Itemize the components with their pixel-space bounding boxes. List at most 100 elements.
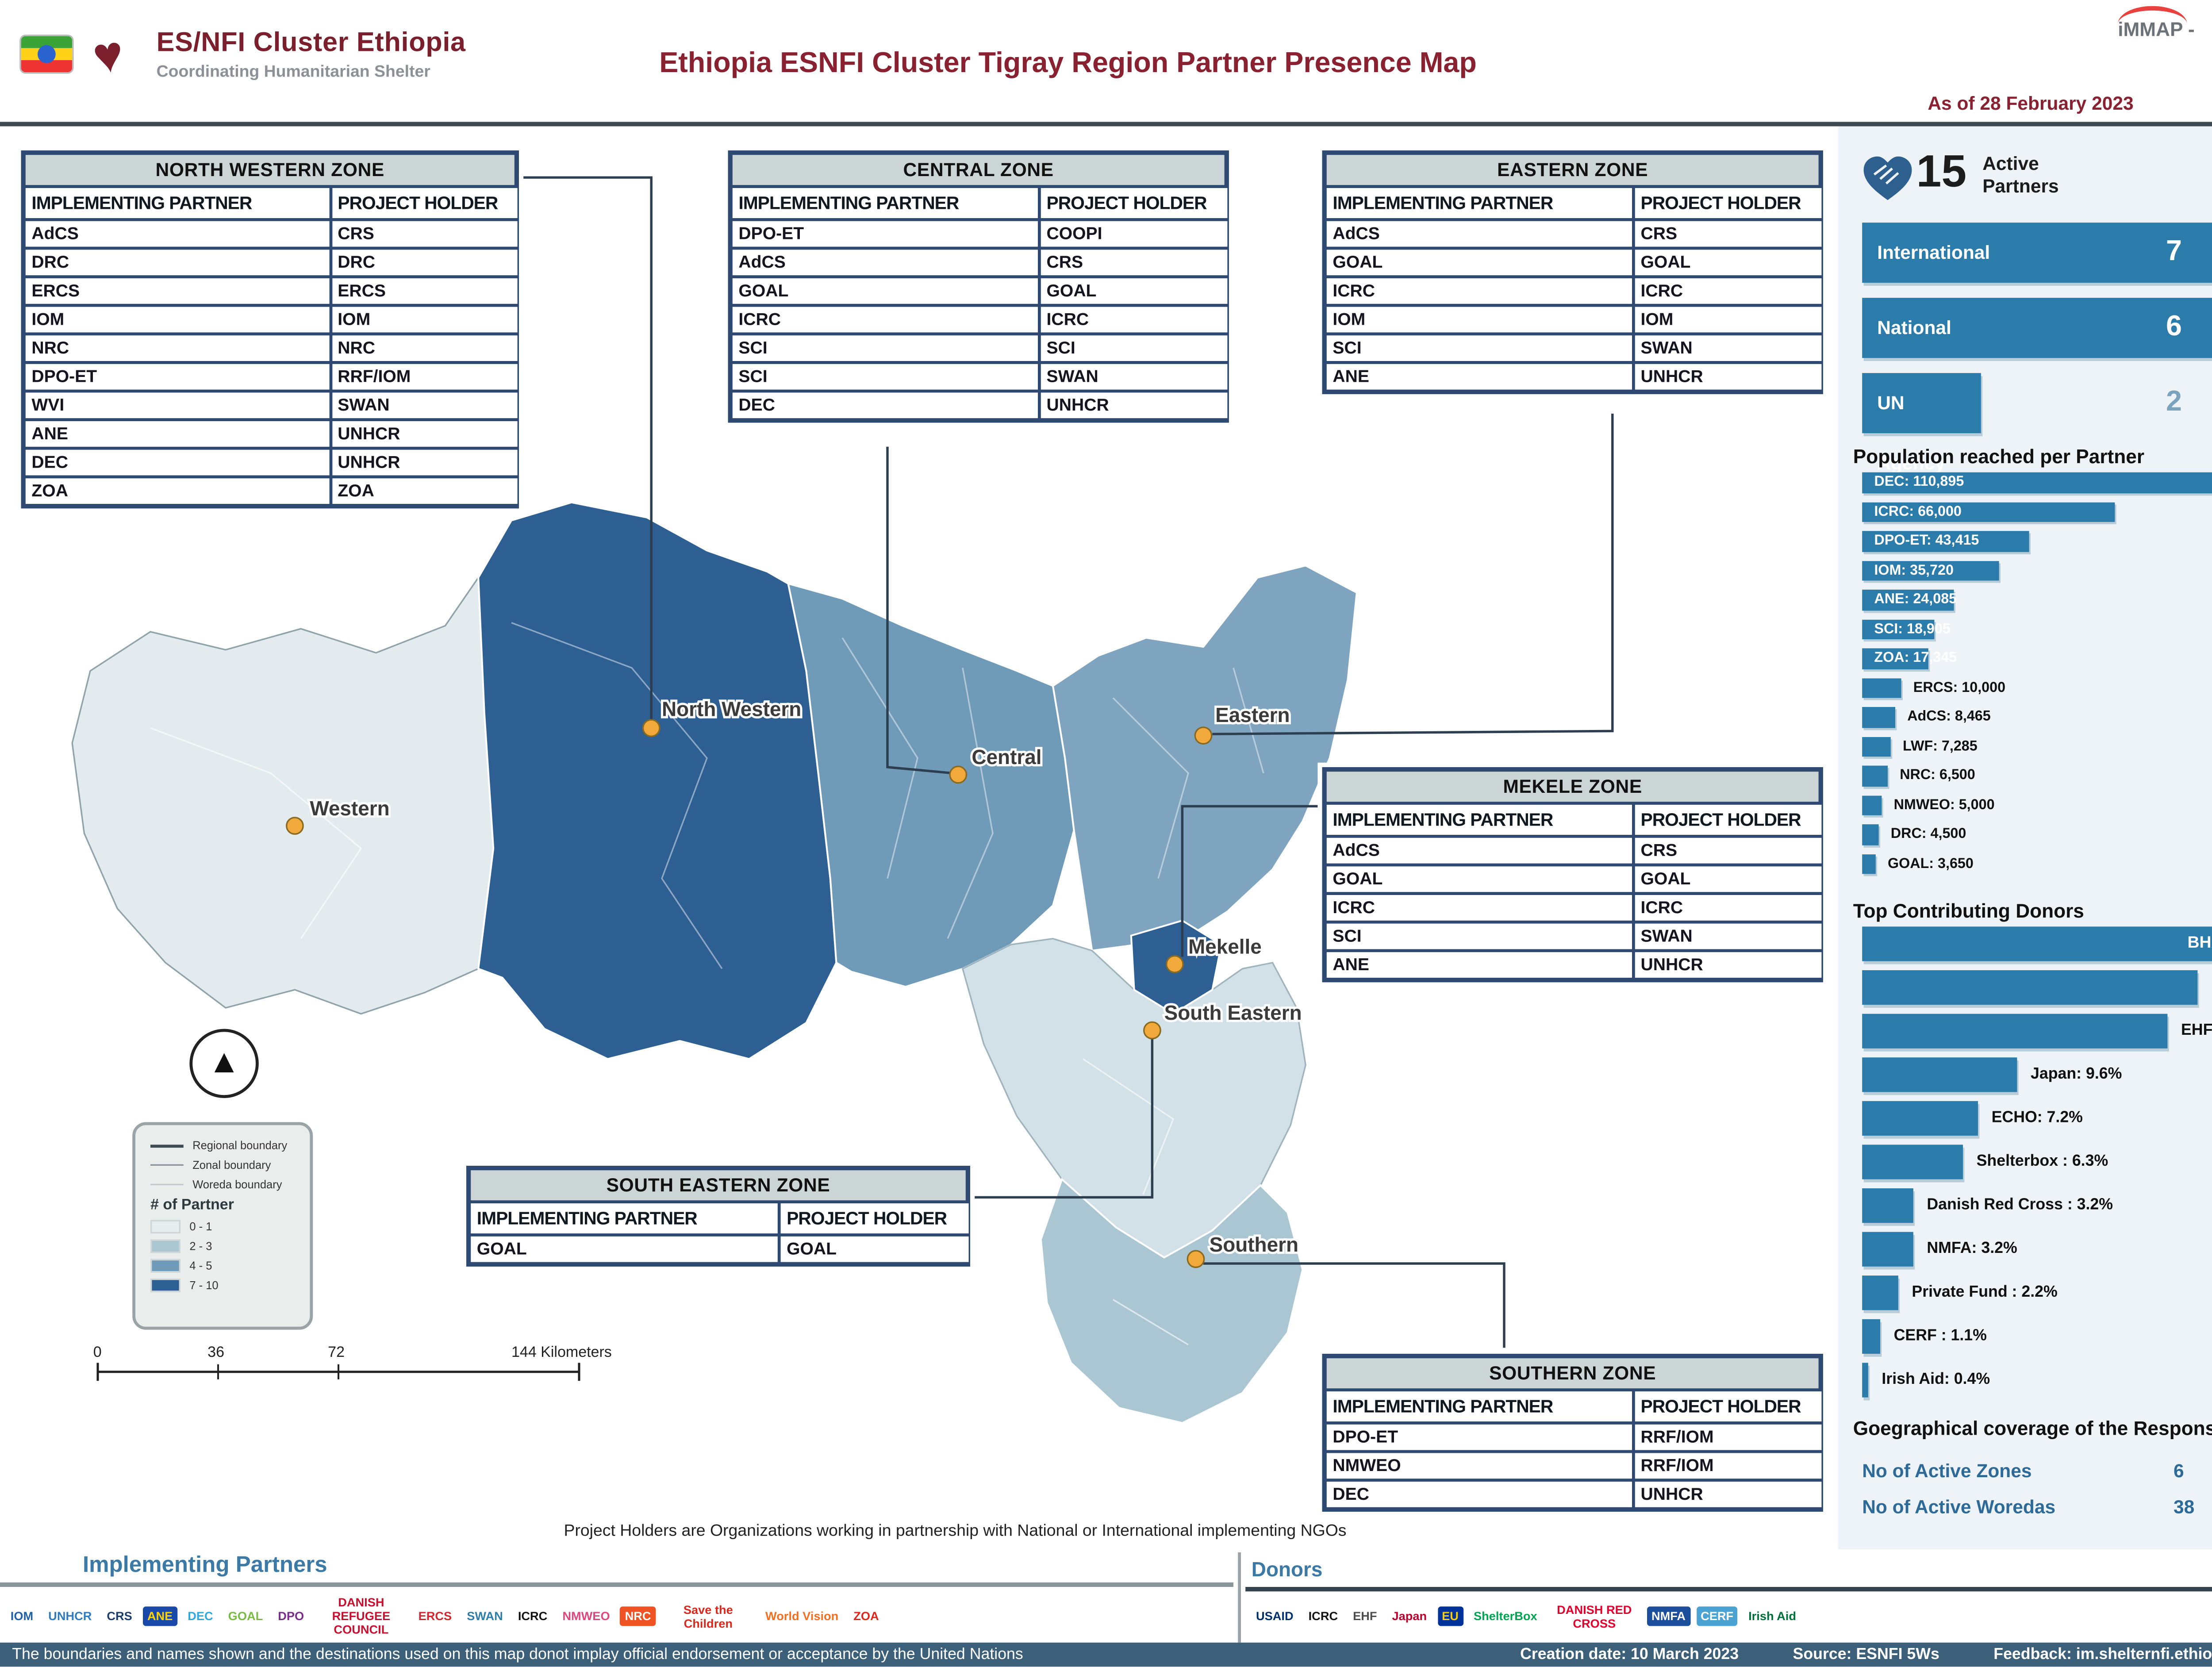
table-row: GOAL GOAL	[1326, 250, 1822, 276]
bar	[1862, 736, 1891, 757]
bar-label: ERCS: 10,000	[1913, 679, 2006, 696]
table-cell: GOAL	[732, 278, 1038, 304]
zone-table-header: IMPLEMENTING PARTNER PROJECT HOLDER	[471, 1203, 969, 1233]
ercs-logo: ERCS	[418, 1609, 452, 1623]
icrc-logo: ICRC	[518, 1609, 548, 1623]
bar-label: NMWEO: 5,000	[1893, 796, 1995, 813]
immap-logo: iMMAP -	[2118, 18, 2195, 41]
band-divider-left	[0, 1582, 1233, 1587]
bar	[1862, 1145, 1963, 1179]
bar-label: Irish Aid: 0.4%	[1882, 1370, 1990, 1389]
save-the-children-logo: Save the Children	[683, 1602, 733, 1630]
sidebar: 15 Active Partners International NGOs7Na…	[1838, 126, 2212, 1549]
geo-zones-label: No of Active Zones	[1862, 1460, 2032, 1482]
bar-label: UN Agency	[1877, 392, 1945, 474]
table-cell: SCI	[1326, 335, 1632, 361]
column-header: PROJECT HOLDER	[1634, 1391, 1822, 1421]
label-southern: Southern	[1210, 1233, 1298, 1256]
table-cell: SCI	[732, 364, 1038, 390]
goal-logo: GOAL	[228, 1609, 263, 1623]
column-header: PROJECT HOLDER	[780, 1203, 969, 1233]
table-row: ICRC ICRC	[1326, 895, 1822, 921]
table-cell: ERCS	[25, 278, 329, 304]
table-row: ANE UNHCR	[1326, 364, 1822, 390]
connector-eastern	[1212, 414, 1614, 735]
table-cell: AdCS	[1326, 837, 1632, 864]
table-row: DPO-ET COOPI	[732, 221, 1228, 247]
dec-logo: DEC	[188, 1609, 213, 1623]
geo-woredas-value: 38	[2174, 1497, 2195, 1518]
table-cell: SCI	[1326, 923, 1632, 949]
usaid-logo: USAID	[1256, 1609, 1294, 1623]
bar-label: CERF : 1.1%	[1893, 1326, 1987, 1345]
zone-table-title: EASTERN ZONE	[1326, 155, 1819, 185]
geo-row-woredas: No of Active Woredas 38	[1862, 1489, 2212, 1525]
table-row: WVI SWAN	[25, 392, 518, 419]
swan-logo: SWAN	[467, 1609, 503, 1623]
zone-table-eastern: EASTERN ZONE IMPLEMENTING PARTNER PROJECT …	[1322, 150, 1823, 394]
map-legend: Regional boundary Zonal boundary Woreda …	[132, 1122, 313, 1330]
table-cell: RRF/IOM	[1634, 1453, 1822, 1479]
bar	[1862, 1057, 2017, 1092]
table-row: ANE UNHCR	[25, 421, 518, 447]
bar	[1862, 560, 1999, 581]
table-cell: ICRC	[1634, 278, 1822, 304]
table-row: GOAL GOAL	[471, 1236, 969, 1262]
bar	[1862, 1363, 1868, 1398]
project-holders-note: Project Holders are Organizations workin…	[564, 1522, 1347, 1540]
table-cell: CRS	[331, 221, 518, 247]
table-cell: SWAN	[331, 392, 518, 419]
table-cell: NRC	[25, 335, 329, 361]
table-row: DEC UNHCR	[25, 449, 518, 476]
cerf-logo: CERF	[1696, 1606, 1738, 1626]
bar	[1862, 824, 1879, 845]
zone-table-title: NORTH WESTERN ZONE	[25, 155, 515, 185]
zone-table-title: MEKELE ZONE	[1326, 772, 1819, 802]
column-header: PROJECT HOLDER	[1040, 188, 1228, 218]
unhcr-logo: UNHCR	[48, 1609, 92, 1623]
bar-label: IOM: 35,720	[1874, 561, 1954, 579]
bar	[1862, 1319, 1880, 1354]
bar-label: EHF: 19.0%	[2181, 1021, 2212, 1040]
bar-label: BHA: 27.1%	[2187, 934, 2212, 953]
table-row: ZOA ZOA	[25, 478, 518, 504]
bar	[1862, 648, 1928, 669]
zone-table-header: IMPLEMENTING PARTNER PROJECT HOLDER	[1326, 188, 1822, 218]
table-cell: UNHCR	[1634, 364, 1822, 390]
table-row: ICRC ICRC	[1326, 278, 1822, 304]
table-row: SCI SCI	[732, 335, 1228, 361]
scale-bar: 0 36 72 144 Kilometers	[93, 1344, 612, 1381]
table-cell: DEC	[732, 392, 1038, 419]
table-cell: DEC	[25, 449, 329, 476]
table-row: ICRC ICRC	[732, 307, 1228, 333]
north-arrow-icon: ▲	[189, 1029, 259, 1098]
table-cell: AdCS	[732, 250, 1038, 276]
bar-value: 7	[2166, 236, 2182, 268]
woreda-lines	[511, 622, 723, 969]
table-cell: UNHCR	[331, 449, 518, 476]
table-cell: DRC	[25, 250, 329, 276]
zonal-boundary-line-icon	[150, 1164, 184, 1166]
crs-logo: CRS	[107, 1609, 132, 1623]
table-cell: AdCS	[1326, 221, 1632, 247]
bar-label: DEC: 110,895	[1874, 474, 1964, 491]
bar	[1862, 298, 2212, 358]
table-cell: UNHCR	[1040, 392, 1228, 419]
table-row: NRC NRC	[25, 335, 518, 361]
scale-tick-36: 36	[207, 1344, 224, 1360]
marker-central	[949, 765, 968, 784]
eu-logo: EU	[1437, 1606, 1463, 1626]
label-eastern: Eastern	[1215, 703, 1290, 726]
bar-label: NRC: 6,500	[1900, 767, 1975, 784]
table-row: IOM IOM	[25, 307, 518, 333]
bar-label: NMFA: 3.2%	[1927, 1239, 2017, 1258]
legend-class-3: 7 - 10	[189, 1279, 219, 1292]
table-row: ERCS ERCS	[25, 278, 518, 304]
table-cell: IOM	[25, 307, 329, 333]
table-row: GOAL GOAL	[1326, 866, 1822, 892]
nmweo-logo: NMWEO	[562, 1609, 610, 1623]
bar-label: Shelterbox : 6.3%	[1976, 1152, 2108, 1171]
bar-label: Japan: 9.6%	[2031, 1065, 2122, 1083]
zone-eastern	[1052, 565, 1358, 952]
header-rule	[0, 122, 2212, 127]
